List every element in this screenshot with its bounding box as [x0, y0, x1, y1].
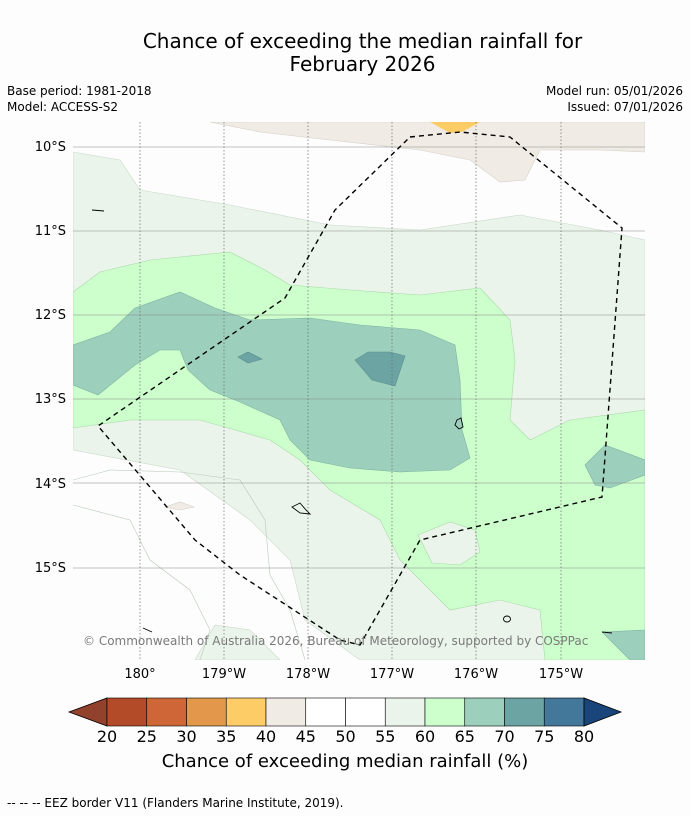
contour-65-70-east	[584, 444, 645, 489]
lat-label: 10°S	[35, 140, 66, 155]
colorbar-tick-label: 50	[335, 727, 356, 746]
island-2	[454, 417, 464, 430]
colorbar-tick-label: 20	[96, 727, 118, 746]
colorbar-segment	[225, 697, 267, 727]
colorbar-segment	[384, 697, 426, 727]
lat-axis: 10°S 11°S 12°S 13°S 14°S 15°S	[35, 140, 66, 576]
lon-label: 175°W	[539, 667, 583, 682]
contour-70-75	[354, 351, 406, 387]
lat-label: 14°S	[35, 477, 66, 492]
metadata-left: Base period: 1981-2018 Model: ACCESS-S2	[7, 83, 152, 115]
lat-label: 12°S	[35, 308, 66, 323]
map-title: Chance of exceeding the median rainfall …	[0, 30, 690, 76]
contour-40-45-small	[163, 501, 196, 511]
contour-line-a	[73, 469, 306, 660]
colorbar-tick-label: 30	[176, 727, 197, 746]
contour-line-b	[73, 504, 211, 660]
lon-label: 176°W	[454, 667, 498, 682]
contour-70-75-west	[237, 351, 263, 364]
lat-label: 15°S	[35, 561, 66, 576]
lat-label: 11°S	[35, 224, 66, 239]
colorbar-over-arrow	[583, 697, 623, 727]
colorbar	[67, 697, 623, 727]
title-line-1: Chance of exceeding the median rainfall …	[142, 29, 583, 53]
metadata-right: Model run: 05/01/2026 Issued: 07/01/2026	[546, 83, 683, 115]
eez-legend: -- -- -- EEZ border V11 (Flanders Marine…	[7, 796, 344, 810]
lon-label: 179°W	[202, 667, 246, 682]
colorbar-tick-label: 40	[255, 727, 277, 746]
contour-55-60-south	[194, 624, 281, 660]
colorbar-segment	[305, 697, 346, 727]
island-6	[601, 631, 613, 634]
colorbar-segment	[186, 697, 227, 727]
lon-label: 177°W	[370, 667, 414, 682]
meridians	[139, 122, 562, 660]
contour-55-60-pocket	[417, 521, 481, 566]
colorbar-segment	[106, 697, 148, 727]
colorbar-tick-label: 80	[573, 727, 595, 746]
colorbar-segment	[464, 697, 505, 727]
colorbar-segment	[424, 697, 466, 727]
contour-65-70	[73, 291, 471, 473]
eez-border	[96, 131, 623, 646]
colorbar-tick-label: 75	[534, 727, 555, 746]
lon-label: 180°	[124, 667, 155, 682]
base-period: Base period: 1981-2018	[7, 84, 152, 98]
lon-axis: 180° 179°W 178°W 177°W 176°W 175°W	[124, 667, 583, 682]
colorbar-segment	[504, 697, 545, 727]
lat-label: 13°S	[35, 392, 66, 407]
colorbar-segment	[265, 697, 307, 727]
lon-label: 178°W	[286, 667, 330, 682]
colorbar-title: Chance of exceeding median rainfall (%)	[161, 751, 529, 772]
contour-35-40	[430, 122, 480, 133]
island-5	[91, 209, 105, 212]
model-name: Model: ACCESS-S2	[7, 100, 119, 114]
island-3	[503, 615, 511, 623]
issued-date: Issued: 07/01/2026	[567, 100, 683, 114]
forecast-field	[73, 122, 645, 660]
model-run: Model run: 05/01/2026	[545, 84, 683, 98]
contour-40-45	[209, 122, 645, 183]
colorbar-tick-label: 70	[494, 727, 515, 746]
colorbar-tick-label: 60	[414, 727, 436, 746]
island-4	[142, 627, 153, 633]
colorbar-under-arrow	[67, 697, 108, 727]
colorbar-segment	[146, 697, 187, 727]
colorbar-tick-label: 35	[216, 727, 237, 746]
colorbar-tick-label: 25	[136, 727, 157, 746]
colorbar-tick-label: 45	[295, 727, 316, 746]
gridlines	[73, 146, 645, 569]
colorbar-segment	[543, 697, 585, 727]
colorbar-tick-label: 65	[454, 727, 475, 746]
title-line-2: February 2026	[289, 52, 436, 76]
contour-65-70-se	[601, 629, 645, 660]
colorbar-tick-label: 55	[375, 727, 396, 746]
copyright-notice: © Commonwealth of Australia 2026, Bureau…	[83, 634, 588, 648]
colorbar-segment	[345, 697, 386, 727]
